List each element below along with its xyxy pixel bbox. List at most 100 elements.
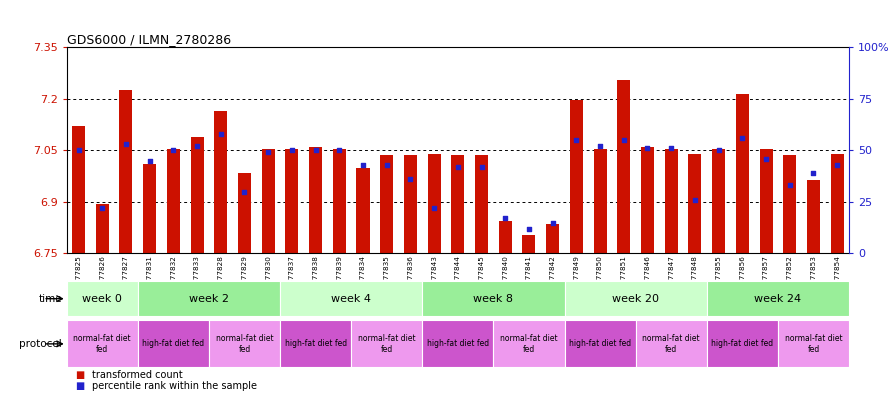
Point [356, 162, 370, 168]
Point [142, 158, 156, 164]
Text: week 0: week 0 [83, 294, 122, 304]
Point [95, 205, 109, 211]
Bar [309, 147, 322, 253]
Text: normal-fat diet
fed: normal-fat diet fed [643, 334, 700, 354]
Point [166, 147, 180, 154]
Bar [759, 149, 773, 253]
Bar [280, 320, 351, 367]
Bar [138, 281, 280, 316]
Bar [807, 180, 820, 253]
Point [237, 189, 252, 195]
Bar [214, 111, 228, 253]
Bar [72, 126, 85, 253]
Bar [617, 80, 630, 253]
Point [380, 162, 394, 168]
Bar [641, 147, 654, 253]
Text: high-fat diet fed: high-fat diet fed [427, 340, 489, 348]
Bar [67, 320, 138, 367]
Text: week 4: week 4 [332, 294, 371, 304]
Point [71, 147, 85, 154]
Point [617, 137, 631, 143]
Point [475, 164, 489, 170]
Bar [783, 156, 797, 253]
Bar [238, 173, 251, 253]
Bar [280, 281, 422, 316]
Bar [143, 164, 156, 253]
Bar [778, 320, 849, 367]
Point [404, 176, 418, 182]
Text: high-fat diet fed: high-fat diet fed [284, 340, 347, 348]
Bar [96, 204, 108, 253]
Point [806, 170, 821, 176]
Bar [688, 154, 701, 253]
Point [498, 215, 512, 222]
Text: normal-fat diet
fed: normal-fat diet fed [785, 334, 842, 354]
Bar [830, 154, 844, 253]
Text: time: time [38, 294, 62, 304]
Bar [707, 320, 778, 367]
Bar [499, 221, 512, 253]
Bar [190, 137, 204, 253]
Text: normal-fat diet
fed: normal-fat diet fed [74, 334, 131, 354]
Point [546, 219, 560, 226]
Bar [261, 149, 275, 253]
Bar [736, 94, 749, 253]
Bar [594, 149, 606, 253]
Text: normal-fat diet
fed: normal-fat diet fed [216, 334, 273, 354]
Bar [565, 320, 636, 367]
Bar [707, 281, 849, 316]
Point [119, 141, 133, 147]
Bar [285, 149, 299, 253]
Point [688, 197, 702, 203]
Bar [67, 281, 138, 316]
Bar [422, 281, 565, 316]
Text: week 24: week 24 [754, 294, 802, 304]
Bar [356, 167, 370, 253]
Point [782, 182, 797, 189]
Text: high-fat diet fed: high-fat diet fed [142, 340, 204, 348]
Text: transformed count: transformed count [92, 370, 182, 380]
Bar [332, 149, 346, 253]
Bar [665, 149, 677, 253]
Point [759, 156, 773, 162]
Point [427, 205, 441, 211]
Text: high-fat diet fed: high-fat diet fed [711, 340, 773, 348]
Text: percentile rank within the sample: percentile rank within the sample [92, 381, 257, 391]
Bar [523, 235, 535, 253]
Text: high-fat diet fed: high-fat diet fed [569, 340, 631, 348]
Bar [452, 156, 464, 253]
Point [284, 147, 299, 154]
Point [735, 135, 749, 141]
Point [190, 143, 204, 149]
Point [213, 131, 228, 137]
Bar [428, 154, 441, 253]
Text: protocol: protocol [20, 339, 62, 349]
Bar [404, 156, 417, 253]
Bar [712, 149, 725, 253]
Bar [636, 320, 707, 367]
Bar [138, 320, 209, 367]
Text: week 2: week 2 [189, 294, 228, 304]
Text: week 8: week 8 [474, 294, 513, 304]
Point [640, 145, 654, 151]
Point [308, 147, 323, 154]
Point [569, 137, 583, 143]
Text: ■: ■ [76, 381, 84, 391]
Bar [570, 101, 583, 253]
Point [451, 164, 465, 170]
Point [830, 162, 845, 168]
Point [261, 149, 276, 156]
Point [332, 147, 347, 154]
Bar [475, 156, 488, 253]
Bar [422, 320, 493, 367]
Bar [351, 320, 422, 367]
Bar [167, 149, 180, 253]
Point [664, 145, 678, 151]
Text: GDS6000 / ILMN_2780286: GDS6000 / ILMN_2780286 [67, 33, 231, 46]
Point [593, 143, 607, 149]
Bar [493, 320, 565, 367]
Bar [380, 156, 393, 253]
Bar [119, 90, 132, 253]
Text: normal-fat diet
fed: normal-fat diet fed [358, 334, 415, 354]
Point [522, 226, 536, 232]
